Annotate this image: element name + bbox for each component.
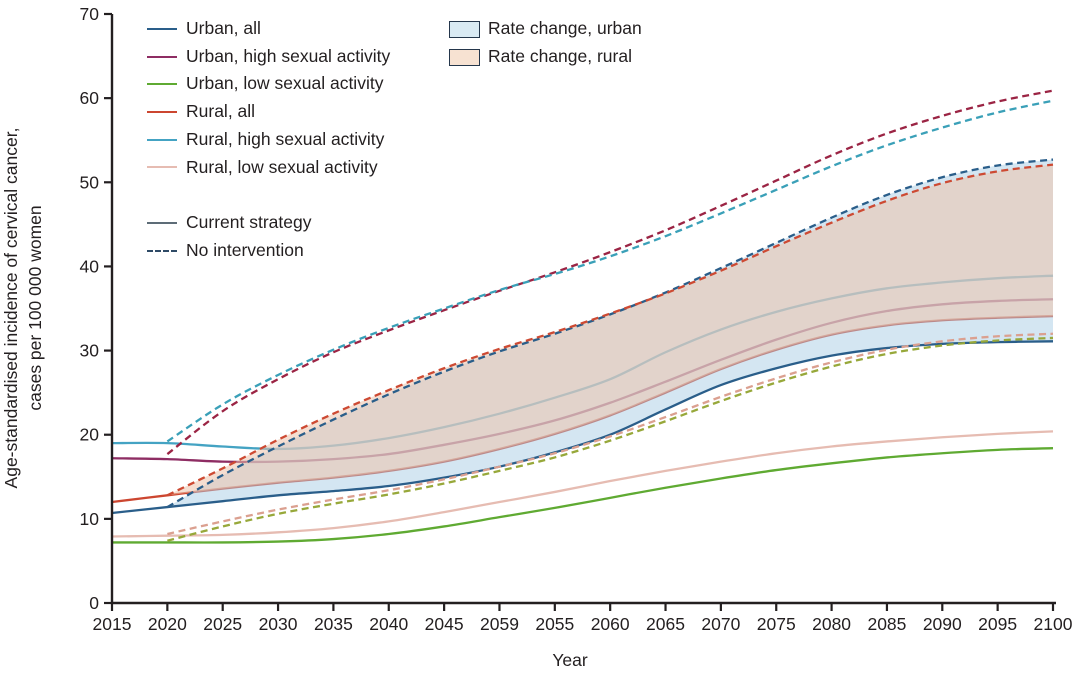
x-tick-label: 2059 (480, 614, 519, 634)
urban-high-line-swatch (147, 55, 177, 58)
y-axis-label-line1: Age-standardised incidence of cervical c… (1, 128, 21, 489)
y-tick-label: 40 (80, 256, 100, 276)
series-line-urban-low-current (111, 447, 1054, 544)
legend-item-rural-low: Rural, low sexual activity (147, 153, 390, 181)
y-tick-label: 30 (80, 341, 100, 361)
rate-change-rural-swatch (449, 48, 480, 66)
legend-label: No intervention (186, 239, 304, 260)
series-line-rural-high-noint (166, 99, 1054, 443)
x-tick-label: 2045 (425, 614, 464, 634)
area-rate-change-rural (167, 164, 1054, 496)
y-tick-label: 0 (89, 593, 99, 613)
x-tick-label: 2030 (259, 614, 298, 634)
x-tick-label: 2020 (148, 614, 187, 634)
rural-all-line-swatch (147, 110, 177, 113)
rural-high-line-swatch (147, 138, 177, 141)
x-tick-label: 2095 (978, 614, 1017, 634)
x-tick-label: 2015 (93, 614, 132, 634)
urban-all-line-swatch (147, 27, 177, 30)
legend-label: Rural, low sexual activity (186, 156, 378, 177)
series-line-rural-all-noint (166, 163, 1054, 497)
series-line-rural-low-current (111, 430, 1054, 538)
y-tick-label: 70 (80, 4, 100, 24)
legend-label: Urban, high sexual activity (186, 45, 391, 66)
x-tick-label: 2060 (591, 614, 630, 634)
x-tick-label: 2080 (812, 614, 851, 634)
legend-label: Rate change, rural (488, 46, 632, 67)
y-axis-label-line2: cases per 100 000 women (25, 205, 45, 410)
series-line-rural-low-noint (167, 332, 1054, 536)
x-tick-label: 2055 (535, 614, 574, 634)
x-tick-label: 2065 (646, 614, 685, 634)
x-tick-label: 2100 (1034, 614, 1073, 634)
y-tick-label: 20 (80, 425, 100, 445)
x-tick-label: 2035 (314, 614, 353, 634)
y-tick-label: 50 (80, 172, 100, 192)
x-tick-label: 2075 (757, 614, 796, 634)
area-legend: Rate change, urban Rate change, rural (449, 15, 642, 71)
legend-item-rate-change-rural: Rate change, rural (449, 43, 642, 71)
legend-label: Rural, high sexual activity (186, 128, 385, 149)
rural-low-line-swatch (147, 166, 177, 169)
x-tick-label: 2070 (701, 614, 740, 634)
x-tick-label: 2085 (867, 614, 906, 634)
legend-item-rural-high: Rural, high sexual activity (147, 126, 390, 154)
series-line-urban-all-current (111, 340, 1054, 515)
legend-spacer (147, 181, 390, 209)
legend-label: Current strategy (186, 212, 312, 233)
legend-item-rate-change-urban: Rate change, urban (449, 15, 642, 43)
x-tick-label: 2040 (369, 614, 408, 634)
y-tick-label: 10 (80, 509, 100, 529)
series-line-urban-high-noint (166, 89, 1054, 455)
urban-low-line-swatch (147, 83, 177, 86)
legend-label: Urban, all (186, 18, 261, 39)
legend-item-urban-all: Urban, all (147, 15, 390, 43)
legend-item-rural-all: Rural, all (147, 98, 390, 126)
legend-label: Urban, low sexual activity (186, 73, 384, 94)
x-tick-label: 2090 (923, 614, 962, 634)
y-tick-label: 60 (80, 88, 100, 108)
series-legend: Urban, all Urban, high sexual activity U… (147, 15, 390, 265)
no-intervention-dashed-line-swatch (147, 249, 177, 252)
series-line-urban-all-noint (166, 158, 1054, 509)
current-strategy-line-swatch (147, 221, 177, 224)
rate-change-urban-swatch (449, 20, 480, 38)
x-tick-label: 2025 (203, 614, 242, 634)
legend-item-urban-low: Urban, low sexual activity (147, 70, 390, 98)
legend-item-urban-high: Urban, high sexual activity (147, 43, 390, 71)
series-line-urban-low-noint (167, 336, 1054, 542)
x-axis-label: Year (552, 650, 588, 670)
legend-label: Rate change, urban (488, 18, 642, 39)
legend-item-no-intervention: No intervention (147, 237, 390, 265)
legend-label: Rural, all (186, 101, 256, 122)
legend-item-current-strategy: Current strategy (147, 209, 390, 237)
